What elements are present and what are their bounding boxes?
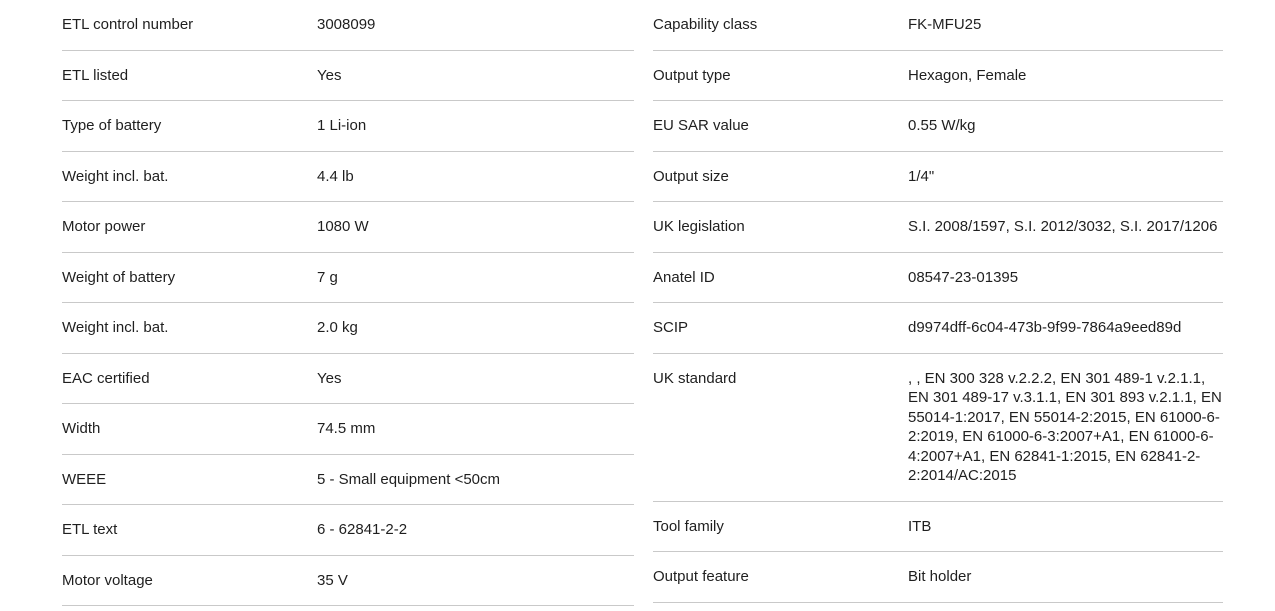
spec-row-anatel-id: Anatel ID 08547-23-01395 xyxy=(653,253,1223,303)
spec-value: , , EN 300 328 v.2.2.2, EN 301 489-1 v.2… xyxy=(908,369,1222,485)
spec-value: ITB xyxy=(908,517,932,535)
spec-value: 1080 W xyxy=(317,218,369,235)
spec-value: 0.55 W/kg xyxy=(908,117,976,134)
spec-value: 3008099 xyxy=(317,16,376,33)
spec-value: 08547-23-01395 xyxy=(908,268,1019,286)
spec-value: 74.5 mm xyxy=(317,420,376,437)
spec-label: Motor power xyxy=(62,218,146,235)
spec-row-weight-incl-bat-kg: Weight incl. bat. 2.0 kg xyxy=(62,303,634,354)
spec-label: Output size xyxy=(653,167,729,185)
spec-value: S.I. 2008/1597, S.I. 2012/3032, S.I. 201… xyxy=(908,218,1218,235)
spec-row-uk-legislation: UK legislation S.I. 2008/1597, S.I. 2012… xyxy=(653,202,1223,253)
spec-value: Bit holder xyxy=(908,568,972,585)
spec-label: Output feature xyxy=(653,568,749,585)
spec-label: ETL control number xyxy=(62,16,194,33)
spec-row-output-feature: Output feature Bit holder xyxy=(653,552,1223,603)
spec-row-output-type: Output type Hexagon, Female xyxy=(653,51,1223,101)
spec-value: Yes xyxy=(317,66,342,84)
spec-label: ETL listed xyxy=(62,66,129,84)
spec-value: 1 Li-ion xyxy=(317,117,367,134)
spec-value: 1/4" xyxy=(908,167,935,185)
spec-label: Output type xyxy=(653,66,731,84)
spec-value: 4.4 lb xyxy=(317,167,354,185)
spec-label: SCIP xyxy=(653,319,689,336)
spec-value: 2.0 kg xyxy=(317,319,358,336)
spec-label: UK standard xyxy=(653,369,737,387)
spec-row-width: Width 74.5 mm xyxy=(62,404,634,455)
spec-label: EU SAR value xyxy=(653,117,749,134)
spec-label: ETL text xyxy=(62,521,118,538)
spec-value: 5 - Small equipment <50cm xyxy=(317,470,501,488)
spec-label: Type of battery xyxy=(62,117,162,134)
spec-label: Motor voltage xyxy=(62,571,153,589)
spec-label: Tool family xyxy=(653,517,724,535)
spec-label: Capability class xyxy=(653,16,758,33)
spec-value: Hexagon, Female xyxy=(908,66,1027,84)
spec-label: Weight of battery xyxy=(62,268,176,286)
spec-row-uk-standard: UK standard , , EN 300 328 v.2.2.2, EN 3… xyxy=(653,354,1223,502)
spec-row-etl-control-number: ETL control number 3008099 xyxy=(62,0,634,51)
spec-value: Yes xyxy=(317,369,342,387)
spec-row-motor-voltage: Motor voltage 35 V xyxy=(62,556,634,606)
spec-label: Width xyxy=(62,420,101,437)
spec-label: Weight incl. bat. xyxy=(62,167,169,185)
spec-row-motor-power: Motor power 1080 W xyxy=(62,202,634,253)
spec-value: 6 - 62841-2-2 xyxy=(317,521,408,538)
spec-label: Anatel ID xyxy=(653,268,715,286)
spec-row-weight-of-battery: Weight of battery 7 g xyxy=(62,253,634,303)
spec-row-output-size: Output size 1/4" xyxy=(653,152,1223,202)
spec-column-left: ETL control number 3008099 ETL listed Ye… xyxy=(62,0,634,611)
spec-row-capability-class: Capability class FK-MFU25 xyxy=(653,0,1223,51)
spec-row-etl-text: ETL text 6 - 62841-2-2 xyxy=(62,505,634,556)
spec-value: d9974dff-6c04-473b-9f99-7864a9eed89d xyxy=(908,319,1182,336)
spec-row-scip: SCIP d9974dff-6c04-473b-9f99-7864a9eed89… xyxy=(653,303,1223,354)
spec-row-weight-incl-bat-lb: Weight incl. bat. 4.4 lb xyxy=(62,152,634,202)
spec-row-eu-sar-value: EU SAR value 0.55 W/kg xyxy=(653,101,1223,152)
spec-value: 7 g xyxy=(317,268,338,286)
spec-value: FK-MFU25 xyxy=(908,16,982,33)
spec-row-eac-certified: EAC certified Yes xyxy=(62,354,634,404)
spec-row-type-of-battery: Type of battery 1 Li-ion xyxy=(62,101,634,152)
spec-row-weee: WEEE 5 - Small equipment <50cm xyxy=(62,455,634,505)
spec-row-tool-family: Tool family ITB xyxy=(653,502,1223,552)
spec-label: UK legislation xyxy=(653,218,745,235)
spec-label: WEEE xyxy=(62,470,107,488)
spec-row-etl-listed: ETL listed Yes xyxy=(62,51,634,101)
spec-label: EAC certified xyxy=(62,369,150,387)
spec-label: Weight incl. bat. xyxy=(62,319,169,336)
spec-column-right: Capability class FK-MFU25 Output type He… xyxy=(653,0,1223,611)
spec-value: 35 V xyxy=(317,571,348,589)
